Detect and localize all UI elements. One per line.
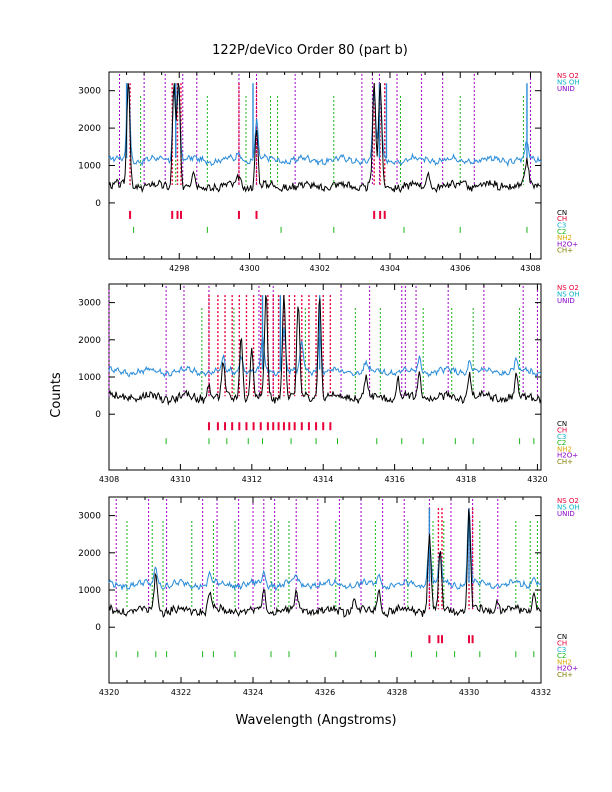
legend-top-ns-o2: NS O2 bbox=[557, 497, 579, 505]
legend-bottom-cn: CN bbox=[557, 209, 567, 217]
legend-bottom-nh2: NH2 bbox=[557, 234, 572, 242]
x-tick-label: 4306 bbox=[450, 264, 470, 273]
y-tick-label: 0 bbox=[95, 410, 101, 420]
x-tick-label: 4320 bbox=[527, 475, 547, 484]
legend-bottom-ch: CH bbox=[557, 215, 567, 223]
legend-bottom-cn: CN bbox=[557, 420, 567, 428]
legend-bottom-c3: C3 bbox=[557, 646, 566, 654]
plot-frame bbox=[108, 496, 542, 684]
panel-2: 0 1000 2000 3000 4308 4310 4312 4314 4316 4318 432… bbox=[78, 283, 580, 484]
legend-bottom-h2o-: H2O+ bbox=[557, 665, 578, 673]
chart-title: 122P/deVico Order 80 (part b) bbox=[212, 43, 408, 58]
legend-top-unid: UNID bbox=[557, 510, 575, 518]
legend-top-unid: UNID bbox=[557, 85, 575, 93]
legend-top-unid: UNID bbox=[557, 297, 575, 305]
legend-bottom-c2: C2 bbox=[557, 228, 566, 236]
comet-spectrum-line bbox=[108, 509, 542, 618]
y-tick-label: 2000 bbox=[78, 336, 101, 346]
y-tick-label: 3000 bbox=[78, 87, 101, 97]
sky-spectrum-line bbox=[108, 509, 542, 592]
legend-bottom-c3: C3 bbox=[557, 222, 566, 230]
panel-3: 0 1000 2000 3000 4320 4322 4324 4326 4328 4330 433… bbox=[78, 496, 580, 697]
comet-spectrum-line bbox=[108, 83, 542, 194]
x-tick-label: 4328 bbox=[387, 688, 407, 697]
panels-group: 0 1000 2000 3000 4298 4300 4302 4304 4306 4308 NS … bbox=[78, 71, 580, 697]
x-tick-label: 4324 bbox=[243, 688, 263, 697]
x-tick-label: 4310 bbox=[170, 475, 190, 484]
legend-bottom-c2: C2 bbox=[557, 652, 566, 660]
legend-top-ns-oh: NS OH bbox=[557, 291, 580, 299]
legend-bottom-c3: C3 bbox=[557, 433, 566, 441]
y-tick-label: 0 bbox=[95, 623, 101, 633]
y-tick-label: 0 bbox=[95, 199, 101, 209]
plot-frame bbox=[108, 283, 542, 471]
x-tick-label: 4302 bbox=[310, 264, 330, 273]
x-tick-label: 4308 bbox=[99, 475, 119, 484]
plot-frame bbox=[108, 71, 542, 260]
legend-bottom-h2o-: H2O+ bbox=[557, 452, 578, 460]
sky-spectrum-line bbox=[108, 327, 542, 378]
x-axis-label: Wavelength (Angstroms) bbox=[235, 713, 396, 728]
y-tick-label: 2000 bbox=[78, 549, 101, 559]
legend-bottom-ch: CH bbox=[557, 427, 567, 435]
x-tick-label: 4300 bbox=[239, 264, 259, 273]
legend-top-ns-o2: NS O2 bbox=[557, 284, 579, 292]
y-tick-label: 3000 bbox=[78, 299, 101, 309]
y-tick-label: 1000 bbox=[78, 373, 101, 383]
sky-spectrum-line bbox=[108, 83, 542, 168]
x-tick-label: 4314 bbox=[313, 475, 333, 484]
x-tick-label: 4304 bbox=[380, 264, 400, 273]
legend-top-ns-o2: NS O2 bbox=[557, 72, 579, 80]
y-tick-label: 2000 bbox=[78, 124, 101, 134]
y-tick-label: 3000 bbox=[78, 512, 101, 522]
legend-bottom-ch: CH bbox=[557, 640, 567, 648]
legend-bottom-ch-: CH+ bbox=[557, 458, 573, 466]
x-tick-label: 4318 bbox=[456, 475, 476, 484]
x-tick-label: 4308 bbox=[520, 264, 540, 273]
legend-bottom-ch-: CH+ bbox=[557, 247, 573, 255]
legend-bottom-nh2: NH2 bbox=[557, 445, 572, 453]
y-tick-label: 1000 bbox=[78, 586, 101, 596]
legend-bottom-ch-: CH+ bbox=[557, 671, 573, 679]
comet-spectrum-line bbox=[108, 295, 542, 406]
x-tick-label: 4332 bbox=[531, 688, 551, 697]
y-axis-label: Counts bbox=[49, 372, 64, 418]
x-tick-label: 4316 bbox=[384, 475, 404, 484]
panel-1: 0 1000 2000 3000 4298 4300 4302 4304 4306 4308 NS … bbox=[78, 71, 580, 273]
x-tick-label: 4320 bbox=[99, 688, 119, 697]
legend-top-ns-oh: NS OH bbox=[557, 504, 580, 512]
x-tick-label: 4312 bbox=[242, 475, 262, 484]
x-tick-label: 4322 bbox=[171, 688, 191, 697]
legend-bottom-cn: CN bbox=[557, 633, 567, 641]
legend-bottom-c2: C2 bbox=[557, 439, 566, 447]
y-tick-label: 1000 bbox=[78, 162, 101, 172]
legend-bottom-h2o-: H2O+ bbox=[557, 240, 578, 248]
x-tick-label: 4326 bbox=[315, 688, 335, 697]
x-tick-label: 4298 bbox=[169, 264, 189, 273]
x-tick-label: 4330 bbox=[459, 688, 479, 697]
legend-top-ns-oh: NS OH bbox=[557, 79, 580, 87]
legend-bottom-nh2: NH2 bbox=[557, 658, 572, 666]
